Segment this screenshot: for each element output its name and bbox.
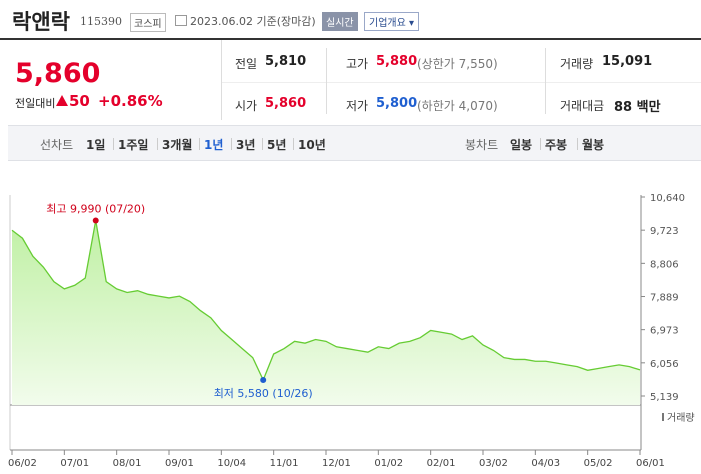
tab-sep (231, 138, 232, 150)
realtime-badge: 실시간 (322, 12, 358, 31)
price-line (11, 220, 641, 382)
min-marker (260, 377, 267, 384)
y-tick-label: 6,056 (650, 359, 679, 370)
stat-label: 시가 (235, 99, 258, 113)
max-marker (92, 217, 99, 224)
company-button[interactable]: 기업개요 ▾ (364, 12, 420, 31)
divider (326, 48, 327, 114)
volume-legend-icon (662, 413, 664, 421)
calendar-icon (175, 15, 187, 26)
period-tab[interactable]: 3개월 (162, 138, 193, 152)
x-tick-label: 10/04 (217, 458, 246, 469)
x-tick-label: 05/02 (584, 458, 613, 469)
stat-label: 거래대금 (560, 99, 605, 113)
stat-label: 전일 (235, 57, 258, 71)
y-tick-label: 7,889 (650, 293, 679, 304)
stat-value: 88 백만 (614, 100, 661, 115)
period-tab[interactable]: 1년 (204, 138, 224, 152)
stat-value: 5,860 (265, 96, 307, 111)
period-tab[interactable]: 1주일 (118, 138, 149, 152)
candle-tab[interactable]: 월봉 (582, 138, 605, 152)
tab-bar (8, 125, 701, 161)
tab-label: 봉차트 (465, 138, 499, 152)
stock-code: 115390 (80, 15, 122, 28)
period-tab[interactable]: 5년 (267, 138, 287, 152)
candle-tab[interactable]: 주봉 (545, 138, 568, 152)
y-tick-label: 8,806 (650, 259, 679, 270)
stat-sub: (상한가 7,550) (417, 57, 498, 71)
period-tab[interactable]: 1일 (86, 138, 106, 152)
x-tick-label: 01/02 (374, 458, 403, 469)
current-price: 5,860 (15, 58, 101, 89)
tab-sep (540, 138, 541, 150)
period-tab[interactable]: 3년 (236, 138, 256, 152)
stat-sub: (하한가 4,070) (417, 99, 498, 113)
tab-sep (577, 138, 578, 150)
change: 50 (69, 92, 90, 110)
stock-name: 락앤락 (12, 10, 70, 34)
x-tick-label: 04/03 (531, 458, 560, 469)
x-tick-label: 07/01 (60, 458, 89, 469)
x-tick-label: 12/01 (322, 458, 351, 469)
market-badge: 코스피 (130, 13, 166, 32)
change-pct: +0.86% (98, 92, 163, 110)
y-tick-label: 5,139 (650, 392, 679, 403)
up-triangle (56, 95, 68, 106)
y-tick-label: 9,723 (650, 226, 679, 237)
stat-value: 5,880 (376, 54, 418, 69)
x-tick-label: 11/01 (270, 458, 299, 469)
x-tick-label: 06/01 (636, 458, 665, 469)
tab-label: 선차트 (40, 138, 74, 152)
company-button-text: 기업개요 (369, 18, 406, 29)
stat-label: 거래량 (560, 57, 594, 71)
x-tick-label: 09/01 (165, 458, 194, 469)
tab-sep (113, 138, 114, 150)
x-tick-label: 03/02 (479, 458, 508, 469)
stat-value: 5,810 (265, 54, 307, 69)
candle-tab[interactable]: 일봉 (510, 138, 533, 152)
x-tick-label: 06/02 (8, 458, 37, 469)
area-fill (12, 220, 640, 405)
period-tab[interactable]: 10년 (298, 138, 326, 152)
header-divider (0, 38, 701, 40)
x-tick-label: 08/01 (113, 458, 142, 469)
stat-label: 저가 (346, 99, 369, 113)
x-tick-label: 02/01 (427, 458, 456, 469)
y-tick-label: 6,973 (650, 326, 679, 337)
tab-sep (199, 138, 200, 150)
stat-value: 5,800 (376, 96, 418, 111)
stat-label: 고가 (346, 57, 369, 71)
stat-value: 15,091 (602, 54, 653, 69)
tab-sep (293, 138, 294, 150)
date: 2023.06.02 기준(장마감) (190, 15, 316, 28)
change-label: 전일대비 (15, 97, 56, 110)
divider (545, 48, 546, 114)
volume-label: 거래량 (667, 412, 695, 424)
max-label: 최고 9,990 (07/20) (46, 203, 145, 216)
min-label: 최저 5,580 (10/26) (214, 387, 313, 400)
divider (222, 82, 701, 83)
tab-sep (262, 138, 263, 150)
divider (221, 40, 222, 120)
tab-sep (157, 138, 158, 150)
y-tick-label: 10,640 (650, 193, 685, 204)
